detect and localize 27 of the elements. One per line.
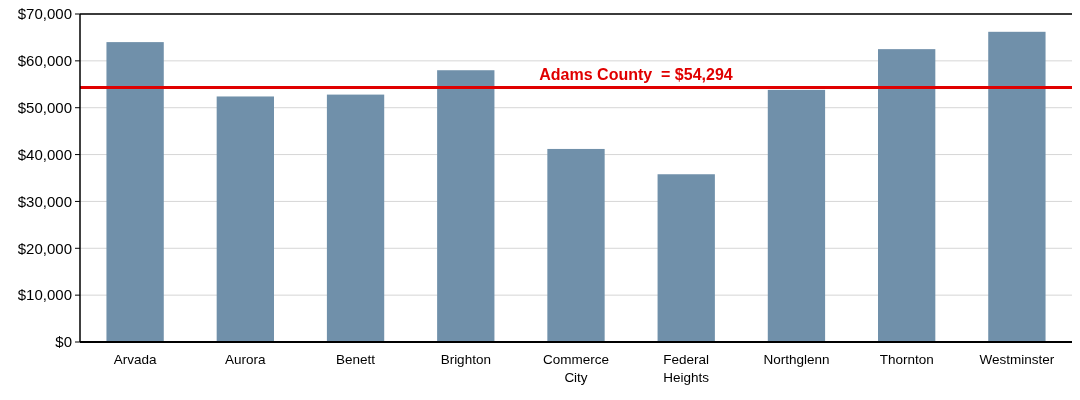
y-tick-label: $40,000 [17,145,72,163]
y-tick-label: $30,000 [17,192,72,210]
y-tick-label: $10,000 [17,286,72,304]
y-tick-label: $70,000 [17,5,72,23]
x-tick-label: Aurora [225,352,267,367]
bar [106,42,164,342]
x-tick-label: Benett [336,352,376,367]
x-tick-label: Commerce City [542,352,610,385]
bar [878,49,936,342]
y-tick-label: $60,000 [17,52,72,70]
bar [767,89,826,342]
x-tick-label: Federal Heights [663,352,710,385]
bar [216,96,274,342]
x-tick-label: Northglenn [763,352,830,367]
bar [657,174,715,342]
x-tick-label: Thornton [879,352,934,367]
y-tick-label: $0 [55,333,72,351]
bar [326,94,385,342]
x-tick-label: Westminster [979,352,1055,367]
y-tick-label: $20,000 [17,239,72,257]
x-tick-label: Brighton [440,352,491,367]
bar [988,31,1046,342]
bar [547,148,605,342]
y-tick-label: $50,000 [17,98,72,116]
ref-line-label: Adams County = $54,294 [539,65,733,83]
bar [437,70,495,342]
x-tick-label: Arvada [113,352,157,367]
